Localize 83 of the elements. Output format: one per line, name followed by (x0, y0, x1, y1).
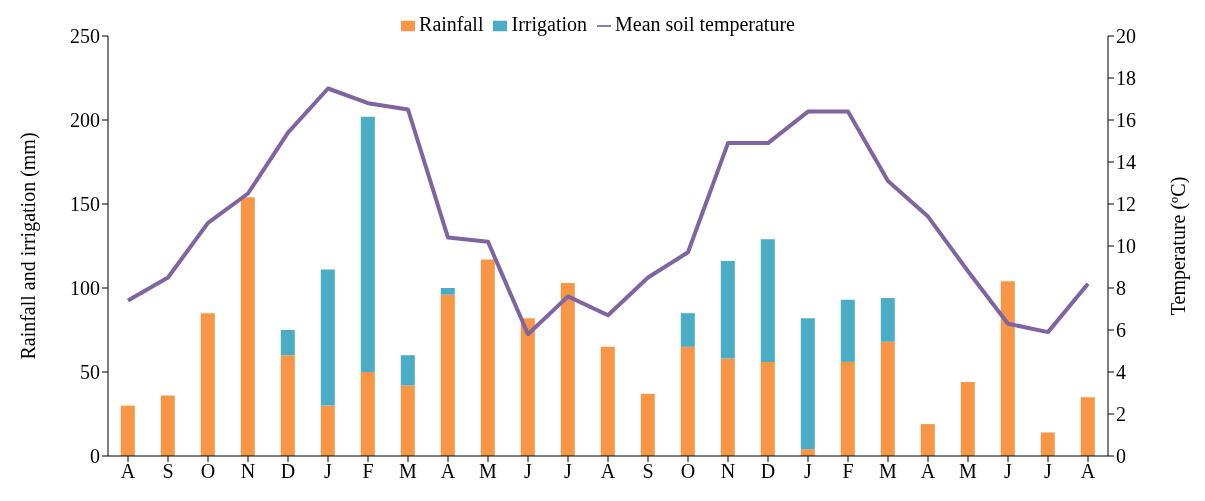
bar (320, 269, 335, 406)
bar (560, 282, 575, 456)
y-tick-label: 100 (70, 277, 100, 300)
line-series (126, 86, 1090, 337)
x-tick-label: M (879, 460, 898, 483)
bar (280, 355, 295, 456)
bar (200, 313, 215, 456)
x-tick-label: A (440, 460, 456, 483)
bar (480, 259, 495, 456)
bar (720, 358, 735, 456)
bar (520, 318, 535, 456)
y-axis-title: Rainfall and irrigation (mm) (17, 132, 41, 360)
y2-tick-label: 20 (1116, 25, 1136, 48)
bar (440, 294, 455, 456)
y-tick-label: 250 (70, 25, 100, 48)
x-tick-label: A (920, 460, 936, 483)
y2-tick-label: 10 (1116, 235, 1136, 258)
x-tick-label: S (642, 460, 654, 483)
y2-axis-title: Temperature (ºC) (1167, 176, 1191, 316)
y2-tick-label: 12 (1116, 193, 1136, 216)
bar (120, 405, 135, 456)
bar (920, 424, 935, 456)
y2-tick-label: 6 (1116, 319, 1126, 342)
bar (320, 405, 335, 456)
x-tick-label: D (760, 460, 776, 483)
x-tick-label: M (399, 460, 418, 483)
bar (880, 341, 895, 456)
bar (840, 299, 855, 362)
y-tick-label: 50 (80, 361, 100, 384)
x-tick-label: O (200, 460, 216, 483)
bar (960, 382, 975, 456)
bar (760, 239, 775, 362)
bar (1040, 432, 1055, 456)
x-tick-label: J (1044, 460, 1053, 483)
bar (600, 346, 615, 456)
bar (280, 330, 295, 356)
x-tick-label: J (1004, 460, 1013, 483)
x-tick-label: A (1080, 460, 1096, 483)
x-tick-label: D (280, 460, 296, 483)
x-tick-label: A (120, 460, 136, 483)
x-tick-label: M (959, 460, 978, 483)
y2-tick-label: 18 (1116, 67, 1136, 90)
x-tick-label: M (479, 460, 498, 483)
y2-tick-label: 16 (1116, 109, 1136, 132)
x-tick-label: J (324, 460, 333, 483)
y2-tick-label: 2 (1116, 403, 1126, 426)
bar (240, 197, 255, 456)
bar (400, 355, 415, 386)
bar (760, 361, 775, 456)
x-tick-label: A (600, 460, 616, 483)
x-tick-label: J (564, 460, 573, 483)
bar (1080, 397, 1095, 456)
bar (640, 393, 655, 456)
bar (360, 116, 375, 372)
legend-label: Irrigation (511, 13, 588, 35)
y-tick-label: 150 (70, 193, 100, 216)
x-tick-label: S (162, 460, 174, 483)
x-tick-label: O (680, 460, 696, 483)
bar (800, 318, 815, 450)
bar (680, 346, 695, 456)
bar (400, 385, 415, 456)
bar (720, 261, 735, 359)
y-tick-label: 200 (70, 109, 100, 132)
x-tick-label: F (842, 460, 854, 483)
y2-tick-label: 14 (1116, 151, 1136, 174)
bar (160, 395, 175, 456)
legend-label: Mean soil temperature (615, 13, 795, 35)
legend-label: Rainfall (419, 13, 484, 35)
y-tick-label: 0 (90, 445, 100, 468)
bar (880, 298, 895, 342)
bar (1000, 281, 1015, 456)
bar (840, 361, 855, 456)
bar (680, 313, 695, 347)
bar (360, 372, 375, 456)
y2-tick-label: 8 (1116, 277, 1126, 300)
x-tick-label: N (720, 460, 736, 483)
bar (440, 288, 455, 295)
x-tick-label: J (524, 460, 533, 483)
y2-tick-label: 4 (1116, 361, 1126, 384)
x-tick-label: F (362, 460, 374, 483)
x-tick-label: J (804, 460, 813, 483)
x-tick-label: N (240, 460, 256, 483)
y2-tick-label: 0 (1116, 445, 1126, 468)
